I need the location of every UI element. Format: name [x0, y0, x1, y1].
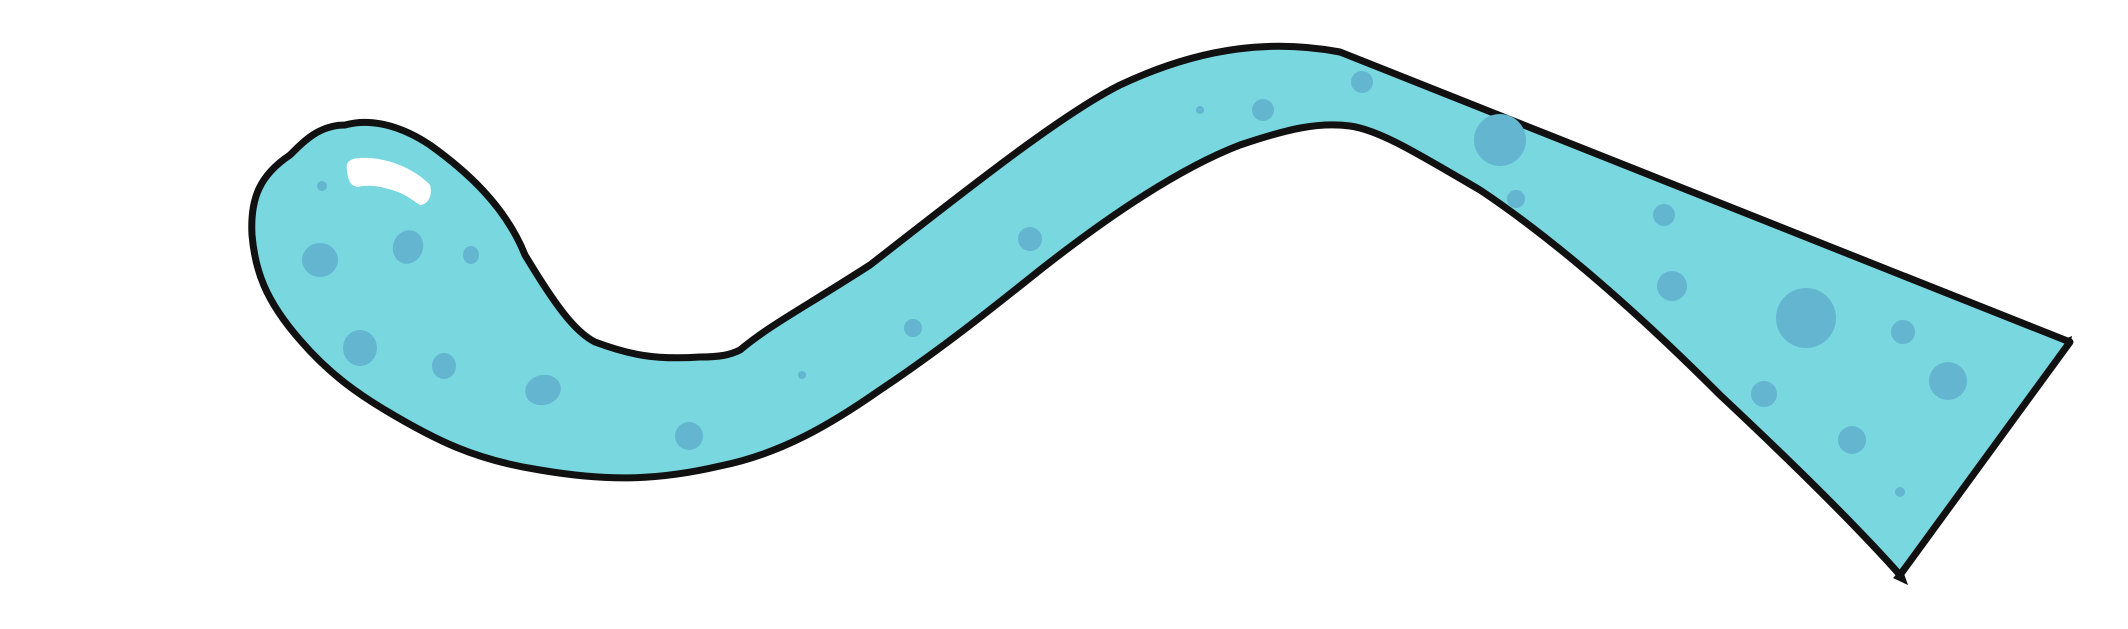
- spot: [463, 246, 479, 264]
- spot: [302, 243, 338, 277]
- spot: [1196, 106, 1204, 114]
- spot: [1895, 487, 1905, 497]
- spot: [1474, 114, 1526, 166]
- spot: [343, 330, 377, 366]
- spot: [1776, 288, 1836, 348]
- tip-spike-right: [2062, 336, 2072, 348]
- spot: [1838, 426, 1866, 454]
- spot: [525, 374, 561, 406]
- spot: [392, 230, 424, 264]
- spot: [317, 181, 327, 191]
- spot: [1929, 362, 1967, 400]
- spots-group: [302, 71, 1967, 497]
- spot: [1891, 320, 1915, 344]
- spot: [904, 319, 922, 337]
- spot: [1653, 204, 1675, 226]
- spot: [1351, 71, 1373, 93]
- spot: [1657, 271, 1687, 301]
- spot: [1252, 99, 1274, 121]
- tip-spike-bottom: [1893, 568, 1908, 585]
- spot: [675, 422, 703, 450]
- spot: [1018, 227, 1042, 251]
- tentacle-icon: [248, 42, 2074, 579]
- spot: [1507, 190, 1525, 208]
- spot: [432, 353, 456, 379]
- shine-highlight: [346, 157, 431, 205]
- spot: [1751, 381, 1777, 407]
- spot: [798, 371, 806, 379]
